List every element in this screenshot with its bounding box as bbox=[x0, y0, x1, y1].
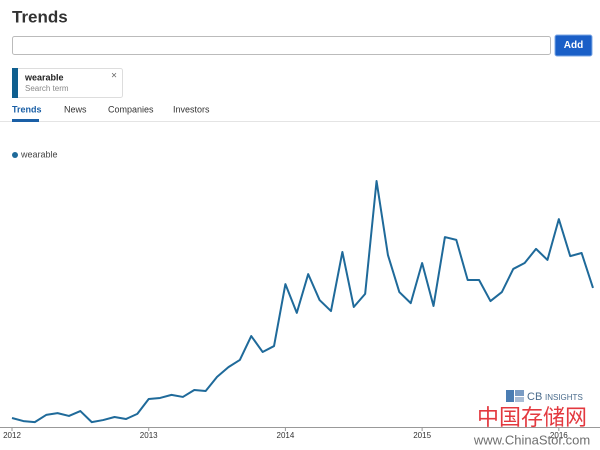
tab[interactable]: Trends bbox=[12, 104, 42, 114]
x-tick-label: 2013 bbox=[140, 431, 158, 440]
legend-label: wearable bbox=[20, 149, 58, 159]
tab[interactable]: News bbox=[64, 104, 87, 114]
legend-marker bbox=[12, 152, 18, 158]
logo-text: INSIGHTS bbox=[545, 393, 583, 402]
logo-mark: CB bbox=[527, 391, 542, 403]
add-button[interactable] bbox=[554, 34, 593, 57]
tab-bar: Trends News Companies Investors bbox=[12, 104, 210, 122]
x-tick-label: 2012 bbox=[3, 431, 21, 440]
logo-icon bbox=[515, 397, 524, 402]
tag-label: wearable bbox=[24, 72, 64, 82]
tag-sublabel: Search term bbox=[25, 84, 69, 93]
watermark-title: 中国存储网 bbox=[477, 405, 587, 430]
tab[interactable]: Investors bbox=[173, 104, 210, 114]
watermark-url: www.ChinaStor.com bbox=[473, 432, 590, 447]
page-title: Trends bbox=[12, 7, 68, 26]
data-line bbox=[11, 180, 594, 424]
x-tick-label: 2014 bbox=[277, 431, 295, 440]
logo-icon bbox=[506, 390, 514, 402]
x-tick-label: 2016 bbox=[550, 431, 568, 440]
tag-color bbox=[12, 68, 18, 98]
tab[interactable]: Companies bbox=[108, 104, 154, 114]
tag-close[interactable]: × bbox=[111, 71, 117, 82]
add-button-label: Add bbox=[564, 40, 583, 51]
x-tick-label: 2015 bbox=[413, 431, 431, 440]
chart: 2012 2013 2014 2015 2016 wearable bbox=[0, 149, 600, 440]
logo-icon bbox=[515, 390, 524, 396]
search-input[interactable] bbox=[12, 36, 551, 55]
tab-underline bbox=[12, 119, 39, 122]
